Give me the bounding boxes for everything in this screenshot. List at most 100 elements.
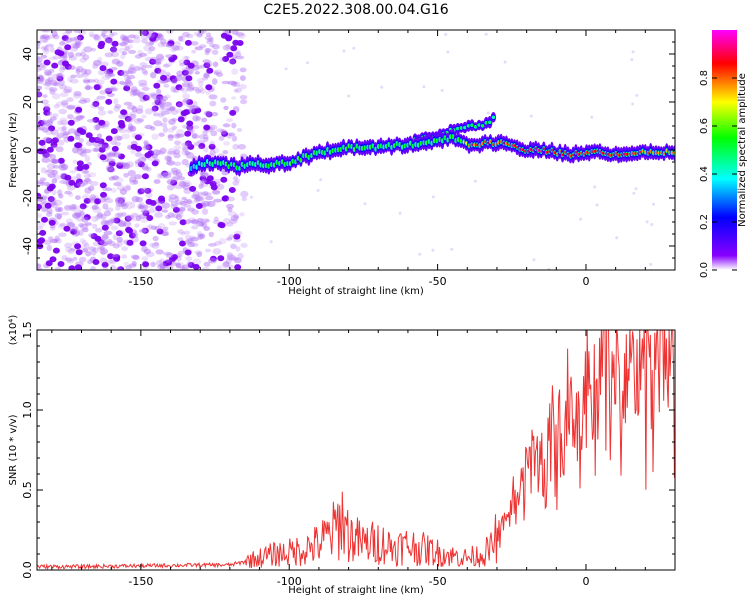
noise-cell	[137, 203, 143, 209]
noise-cell	[82, 194, 90, 201]
ridge-cell	[628, 152, 631, 156]
noise-cell	[68, 192, 74, 198]
noise-cell	[44, 80, 52, 87]
ridge-cell	[355, 144, 358, 148]
noise-cell	[48, 86, 58, 93]
noise-cell	[61, 254, 68, 261]
noise-cell	[210, 184, 218, 191]
noise-cell	[175, 262, 185, 269]
noise-cell	[117, 229, 126, 235]
noise-cell	[175, 169, 181, 174]
ridge-cell	[505, 142, 508, 146]
noise-cell	[151, 160, 159, 167]
noise-cell	[306, 61, 310, 65]
noise-cell	[175, 74, 183, 82]
noise-cell	[195, 116, 201, 121]
noise-cell	[137, 205, 145, 210]
noise-cell	[105, 135, 113, 142]
noise-cell	[547, 267, 551, 270]
noise-cell	[167, 212, 175, 219]
noise-cell	[40, 46, 48, 50]
colorbar-gradient	[712, 30, 737, 270]
noise-cell	[227, 254, 236, 261]
noise-cell	[222, 150, 229, 155]
noise-cell	[133, 37, 141, 44]
noise-cell	[79, 210, 85, 216]
noise-cell	[148, 224, 154, 230]
noise-cell	[61, 125, 67, 132]
noise-cell	[201, 179, 207, 184]
noise-cell	[153, 226, 160, 230]
noise-cell	[185, 33, 194, 39]
noise-cell	[37, 221, 46, 227]
noise-cell	[59, 41, 66, 46]
noise-cell	[223, 261, 230, 267]
noise-cell	[75, 134, 81, 140]
noise-cell	[193, 198, 200, 203]
noise-cell	[37, 225, 44, 230]
noise-cell	[162, 226, 169, 231]
noise-cell	[101, 142, 109, 149]
noise-cell	[43, 82, 52, 86]
ridge-cell	[604, 152, 607, 156]
noise-cell	[185, 152, 194, 159]
noise-cell	[87, 246, 97, 251]
noise-cell	[196, 33, 203, 38]
noise-cell	[166, 184, 175, 191]
noise-cell	[51, 203, 59, 209]
noise-cell	[206, 32, 212, 37]
noise-cell	[211, 112, 219, 117]
noise-cell	[139, 240, 147, 247]
noise-cell	[143, 45, 152, 52]
noise-cell	[120, 53, 126, 60]
ridge-cell	[334, 148, 337, 152]
noise-cell	[156, 88, 162, 96]
noise-cell	[165, 214, 172, 220]
noise-cell	[100, 257, 107, 264]
noise-cell	[208, 257, 217, 264]
noise-cell	[37, 203, 42, 210]
noise-cell	[178, 35, 186, 43]
ridge-cell	[529, 148, 532, 151]
noise-cell	[113, 135, 122, 142]
noise-cell	[46, 244, 52, 251]
noise-cell	[211, 78, 218, 85]
noise-cell	[203, 261, 211, 267]
ridge-cell	[374, 147, 377, 151]
ridge-cell	[647, 151, 649, 155]
noise-cell	[46, 146, 54, 153]
ridge-cell	[273, 163, 276, 167]
noise-cell	[102, 196, 110, 201]
noise-cell	[363, 202, 367, 206]
noise-cell	[62, 131, 71, 136]
noise-cell	[37, 263, 42, 270]
x-tick-label: 0	[582, 275, 589, 288]
noise-cell	[137, 188, 145, 195]
noise-cell	[146, 166, 152, 172]
colorbar: 0.0 0.2 0.4 0.6 0.8 Normalized spectral ampl…	[699, 30, 748, 278]
noise-cell	[146, 215, 154, 221]
noise-cell	[182, 182, 191, 187]
noise-cell	[431, 248, 435, 252]
noise-cell	[184, 56, 190, 60]
noise-cell	[103, 220, 111, 226]
noise-cell	[110, 51, 120, 58]
noise-cell	[196, 221, 205, 227]
noise-cell	[319, 178, 323, 182]
noise-cell	[123, 101, 133, 106]
ridge-cell	[225, 162, 227, 166]
noise-cell	[90, 47, 97, 52]
noise-cell	[137, 66, 144, 71]
noise-cell	[59, 174, 66, 179]
noise-cell	[40, 167, 47, 174]
noise-cell	[61, 102, 69, 108]
noise-cell	[159, 109, 167, 117]
noise-cell	[236, 40, 244, 46]
noise-cell	[125, 184, 131, 191]
noise-cell	[82, 54, 90, 61]
noise-cell	[83, 79, 91, 84]
noise-cell	[398, 211, 402, 215]
noise-cell	[120, 70, 130, 77]
ridge-cell	[339, 148, 342, 151]
noise-cell	[43, 109, 51, 116]
